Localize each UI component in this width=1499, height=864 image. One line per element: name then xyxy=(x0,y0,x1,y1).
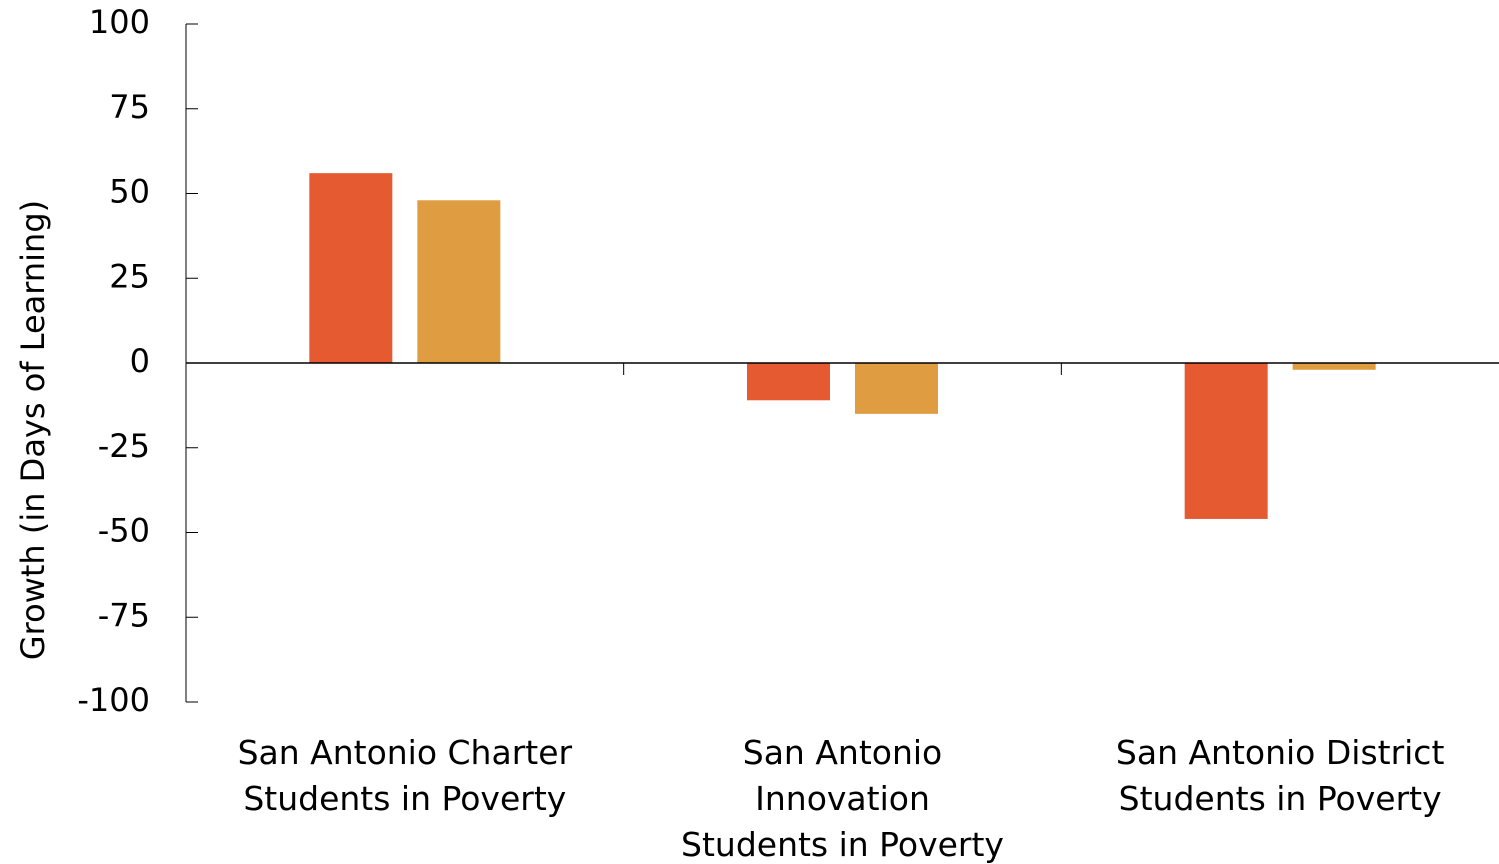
y-tick-label: -75 xyxy=(98,596,150,634)
y-tick-label: 100 xyxy=(89,3,150,41)
y-tick-label: 25 xyxy=(109,257,150,295)
y-tick-label: 50 xyxy=(109,173,150,211)
y-tick-label: -25 xyxy=(98,427,150,465)
bar xyxy=(417,200,501,363)
x-tick-label: San Antonio Innovation Students in Pover… xyxy=(681,733,1004,864)
bar xyxy=(747,363,830,401)
y-tick-label: -50 xyxy=(98,512,150,550)
y-axis-label: Growth (in Days of Learning) xyxy=(14,200,52,660)
y-tick-label: 0 xyxy=(130,342,150,380)
bar xyxy=(1184,363,1268,519)
bar xyxy=(309,173,393,363)
bar xyxy=(855,363,938,414)
x-tick-label: San Antonio Charter Students in Poverty xyxy=(237,733,573,818)
y-tick-label: -100 xyxy=(77,681,150,719)
y-tick-label: 75 xyxy=(109,88,150,126)
bar xyxy=(1292,363,1376,370)
x-tick-label: San Antonio District Students in Poverty xyxy=(1115,733,1445,818)
